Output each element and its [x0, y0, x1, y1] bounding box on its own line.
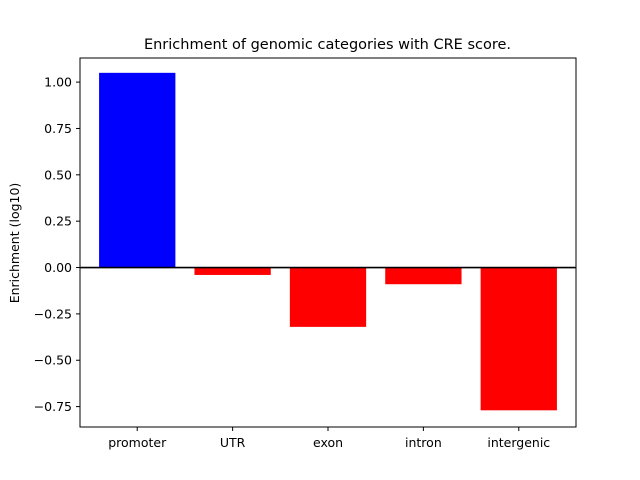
x-axis: promoter UTR exon intron intergenic	[108, 427, 550, 450]
y-tick-label: 0.00	[44, 260, 72, 275]
x-tick-label-intergenic: intergenic	[487, 435, 550, 450]
y-axis: 1.00 0.75 0.50 0.25 0.00 −0.25 −0.50 −0.75	[34, 75, 80, 414]
y-tick-label: −0.25	[34, 306, 72, 321]
x-tick-label-promoter: promoter	[108, 435, 167, 450]
x-tick-label-intron: intron	[405, 435, 442, 450]
chart-title: Enrichment of genomic categories with CR…	[144, 37, 511, 53]
bar-utr	[194, 267, 271, 275]
bar-exon	[289, 267, 367, 327]
bar-intron	[385, 267, 462, 285]
y-tick-label: 1.00	[44, 75, 72, 90]
bar-intergenic	[480, 267, 557, 411]
y-tick-label: 0.25	[44, 214, 72, 229]
x-tick-label-utr: UTR	[220, 435, 246, 450]
bar-promoter	[99, 72, 176, 268]
x-tick-label-exon: exon	[313, 435, 343, 450]
y-tick-label: −0.75	[34, 399, 72, 414]
y-tick-label: −0.50	[34, 353, 72, 368]
y-tick-label: 0.75	[44, 121, 72, 136]
bars-group	[99, 72, 557, 411]
y-tick-label: 0.50	[44, 167, 72, 182]
y-axis-label: Enrichment (log10)	[7, 183, 22, 304]
